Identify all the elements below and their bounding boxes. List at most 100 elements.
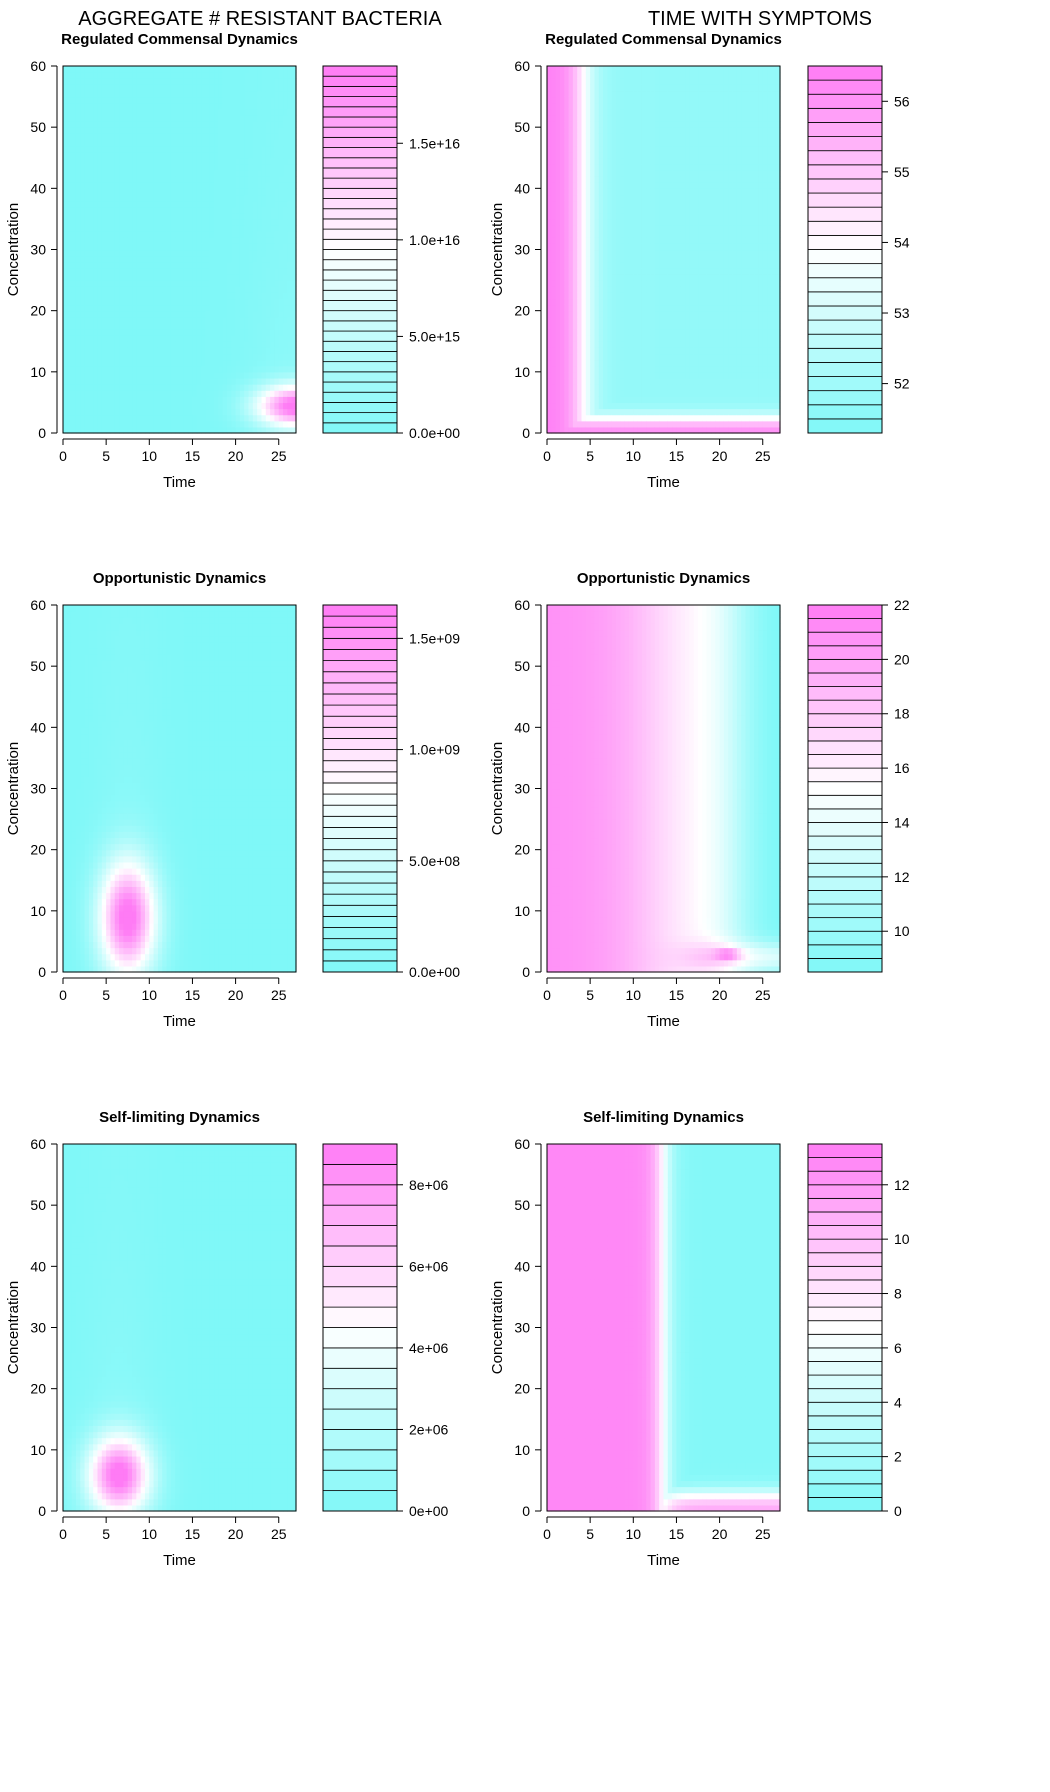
- heatmap-cell: [101, 402, 107, 410]
- heatmap-cell: [551, 169, 557, 177]
- heatmap-cell: [222, 206, 228, 214]
- heatmap-cell: [659, 359, 665, 367]
- heatmap-cell: [633, 359, 639, 367]
- heatmap-cell: [119, 322, 124, 330]
- heatmap-cell: [231, 384, 237, 391]
- heatmap-cell: [88, 255, 94, 263]
- heatmap-cell: [646, 200, 652, 208]
- heatmap-cell: [175, 127, 181, 134]
- heatmap-cell: [114, 108, 120, 116]
- heatmap-cell: [248, 292, 254, 300]
- heatmap-cell: [248, 182, 254, 189]
- heatmap-cell: [265, 261, 271, 269]
- heatmap-cell: [123, 408, 129, 416]
- heatmap-cell: [641, 396, 647, 404]
- heatmap-cell: [564, 169, 570, 177]
- heatmap-cell: [252, 347, 258, 355]
- heatmap-cell: [628, 176, 634, 183]
- heatmap-cell: [88, 169, 94, 177]
- heatmap-cell: [166, 96, 172, 104]
- heatmap-cell: [80, 176, 86, 183]
- heatmap-cell: [119, 261, 124, 269]
- heatmap-cell: [196, 359, 202, 367]
- heatmap-cell: [214, 273, 219, 281]
- heatmap-cell: [577, 133, 583, 140]
- heatmap-cell: [209, 414, 215, 422]
- heatmap-cell: [93, 84, 99, 92]
- heatmap-cell: [564, 359, 570, 367]
- heatmap-cell: [110, 341, 116, 348]
- heatmap-cell: [577, 84, 583, 92]
- heatmap-cell: [620, 414, 626, 422]
- heatmap-cell: [663, 420, 669, 428]
- heatmap-cell: [80, 194, 86, 202]
- heatmap-cell: [136, 267, 142, 275]
- heatmap-cell: [205, 280, 211, 287]
- heatmap-cell: [663, 267, 669, 275]
- heatmap-cell: [235, 420, 241, 428]
- heatmap-cell: [633, 231, 639, 238]
- heatmap-cell: [123, 151, 129, 159]
- x-tick-label: 0: [59, 448, 67, 464]
- heatmap-cell: [581, 157, 587, 165]
- heatmap-cell: [201, 267, 206, 275]
- heatmap-cell: [214, 90, 219, 98]
- heatmap-cell: [222, 267, 228, 275]
- heatmap-cell: [641, 133, 647, 140]
- heatmap-cell: [188, 390, 194, 397]
- heatmap-cell: [283, 163, 288, 171]
- heatmap-cell: [231, 377, 237, 385]
- heatmap-cell: [114, 414, 120, 422]
- heatmap-cell: [201, 377, 206, 385]
- heatmap-cell: [244, 255, 250, 263]
- heatmap-cell: [278, 200, 284, 208]
- heatmap-cell: [93, 169, 99, 177]
- heatmap-cell: [149, 151, 155, 159]
- heatmap-cell: [278, 90, 284, 98]
- heatmap-cell: [157, 157, 163, 165]
- heatmap-cell: [179, 194, 185, 202]
- heatmap-cell: [222, 102, 228, 110]
- heatmap-cell: [114, 133, 120, 140]
- heatmap-cell: [590, 377, 596, 385]
- heatmap-cell: [179, 121, 185, 128]
- heatmap-cell: [170, 255, 176, 263]
- heatmap-cell: [170, 139, 176, 147]
- heatmap-cell: [188, 102, 194, 110]
- heatmap-cell: [607, 316, 613, 324]
- heatmap-cell: [568, 384, 574, 391]
- heatmap-cell: [607, 66, 613, 73]
- heatmap-cell: [663, 280, 669, 287]
- heatmap-cell: [123, 414, 129, 422]
- heatmap-cell: [63, 280, 68, 287]
- heatmap-cell: [248, 200, 254, 208]
- heatmap-cell: [659, 151, 665, 159]
- heatmap-cell: [136, 102, 142, 110]
- heatmap-cell: [183, 286, 189, 293]
- heatmap-cell: [244, 329, 250, 336]
- heatmap-cell: [244, 390, 250, 397]
- heatmap-cell: [287, 420, 293, 428]
- heatmap-cell: [572, 96, 578, 104]
- heatmap-cell: [274, 212, 280, 220]
- heatmap-cell: [192, 66, 198, 73]
- heatmap-cell: [71, 127, 77, 134]
- heatmap-cell: [166, 163, 172, 171]
- heatmap-cell: [231, 249, 237, 257]
- heatmap-cell: [71, 359, 77, 367]
- heatmap-cell: [84, 273, 90, 281]
- heatmap-cell: [547, 225, 552, 232]
- heatmap-cell: [274, 335, 280, 342]
- heatmap-cell: [226, 341, 232, 348]
- heatmap-cell: [110, 335, 116, 342]
- heatmap-cell: [641, 255, 647, 263]
- heatmap-cell: [166, 145, 172, 153]
- heatmap-cell: [291, 176, 297, 183]
- heatmap-cell: [127, 169, 133, 177]
- heatmap-cell: [170, 243, 176, 251]
- heatmap-cell: [218, 188, 224, 196]
- heatmap-cell: [123, 298, 129, 306]
- heatmap-cell: [93, 121, 99, 128]
- heatmap-cell: [175, 267, 181, 275]
- heatmap-cell: [201, 231, 206, 238]
